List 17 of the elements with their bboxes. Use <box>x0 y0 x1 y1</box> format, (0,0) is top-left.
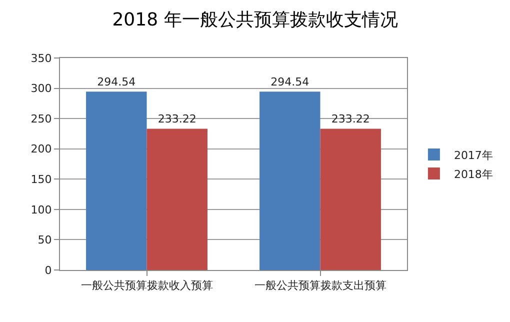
data-label: 233.22 <box>158 112 196 126</box>
y-tick-label: 300 <box>30 82 52 96</box>
data-label: 294.54 <box>270 76 310 89</box>
x-tick-label: 一般公共预算拨款收入预算 <box>80 279 213 292</box>
y-tick-label: 200 <box>30 142 52 156</box>
y-tick-label: 50 <box>38 234 52 247</box>
legend-label: 2018年 <box>454 168 493 181</box>
y-tick-label: 0 <box>44 264 52 277</box>
y-tick-label: 150 <box>30 172 52 186</box>
legend-label: 2017年 <box>454 148 493 162</box>
data-label: 233.22 <box>331 112 370 126</box>
chart-title: 2018 年一般公共预算拨款收支情况 <box>112 9 398 30</box>
y-tick-label: 350 <box>30 52 52 65</box>
x-tick-label: 一般公共预算拨款支出预算 <box>254 279 386 292</box>
y-tick-label: 250 <box>30 112 52 126</box>
data-label: 294.54 <box>97 76 136 89</box>
y-tick-label: 100 <box>30 203 52 216</box>
